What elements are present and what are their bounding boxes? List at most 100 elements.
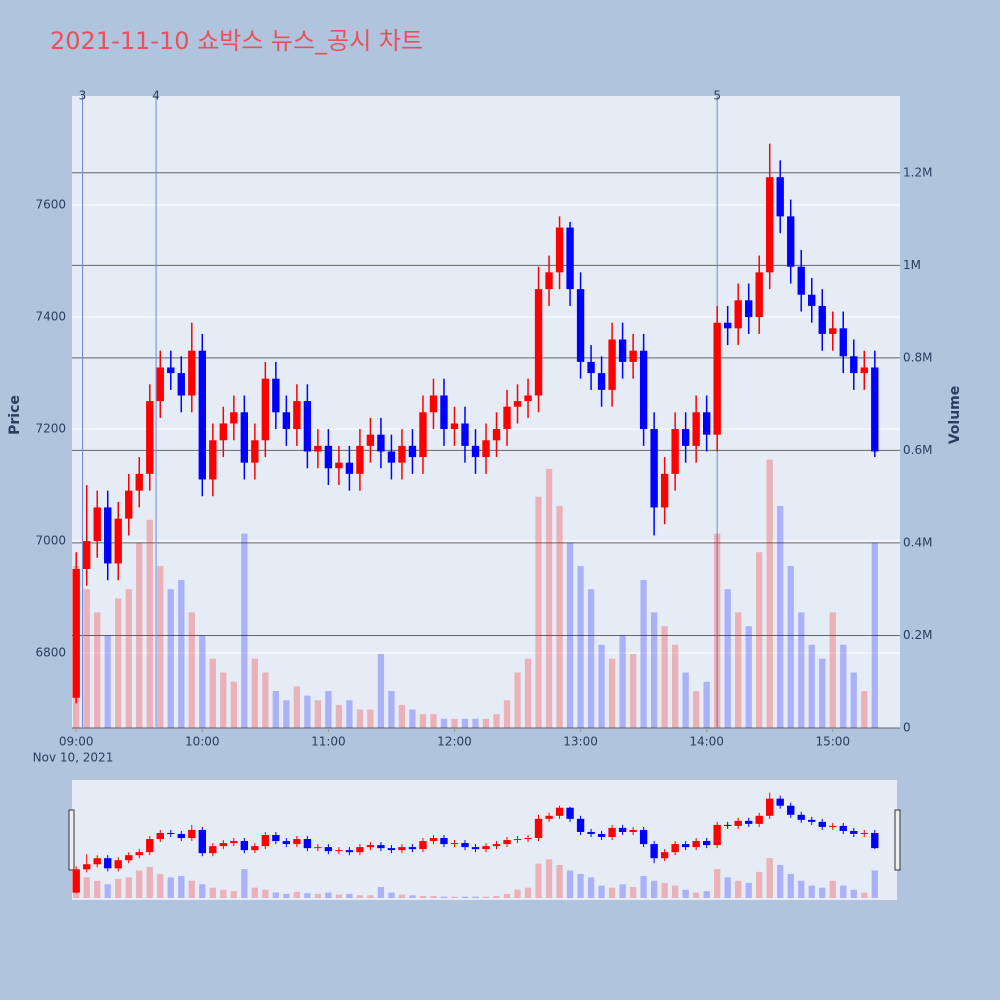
volume-bar bbox=[556, 864, 563, 898]
candle-body bbox=[167, 832, 175, 834]
candle-body bbox=[734, 820, 742, 826]
volume-bar bbox=[188, 612, 195, 728]
y2-tick-label: 0.2M bbox=[903, 628, 932, 642]
candle-body bbox=[440, 395, 448, 430]
volume-bar bbox=[545, 859, 553, 898]
candle-body bbox=[261, 378, 270, 441]
volume-bar bbox=[524, 887, 532, 898]
slider-handle[interactable] bbox=[894, 809, 901, 871]
volume-bar bbox=[325, 690, 332, 728]
candle-body bbox=[450, 423, 459, 430]
volume-bar bbox=[314, 893, 322, 898]
candle-body bbox=[377, 845, 385, 849]
candle-body bbox=[272, 834, 280, 842]
candle-body bbox=[692, 412, 700, 446]
volume-bar bbox=[724, 877, 731, 898]
candle-body bbox=[534, 289, 543, 396]
plot-area bbox=[72, 96, 900, 728]
volume-bar bbox=[167, 589, 174, 728]
candle-body bbox=[702, 841, 711, 846]
volume-bar bbox=[461, 718, 469, 728]
volume-bar bbox=[693, 690, 700, 728]
event-label: 5 bbox=[713, 89, 721, 103]
candle-body bbox=[818, 821, 826, 827]
volume-bar bbox=[419, 895, 427, 898]
candle-body bbox=[587, 361, 595, 374]
x-tick-label: 10:00 bbox=[185, 735, 220, 749]
volume-bar bbox=[766, 459, 773, 728]
candle-body bbox=[335, 462, 343, 469]
candle-body bbox=[188, 829, 196, 839]
volume-bar bbox=[587, 589, 595, 728]
volume-bar bbox=[283, 700, 290, 728]
volume-bar bbox=[346, 893, 353, 898]
volume-bar bbox=[829, 612, 836, 728]
range-slider[interactable] bbox=[72, 780, 897, 900]
volume-bar bbox=[535, 863, 542, 898]
candle-body bbox=[461, 843, 469, 848]
volume-bar bbox=[136, 870, 143, 898]
volume-bar bbox=[693, 892, 700, 898]
volume-bar bbox=[94, 880, 101, 898]
volume-bar bbox=[724, 589, 731, 728]
volume-bar bbox=[577, 566, 584, 728]
candle-body bbox=[745, 300, 753, 318]
volume-bar bbox=[671, 885, 679, 898]
candle-body bbox=[429, 838, 438, 842]
volume-bar bbox=[388, 892, 395, 898]
candle-body bbox=[461, 423, 469, 446]
volume-bar bbox=[514, 672, 521, 728]
volume-bar bbox=[798, 612, 805, 728]
candle-body bbox=[618, 339, 627, 362]
slider-handle[interactable] bbox=[68, 809, 75, 871]
volume-bar bbox=[241, 869, 248, 898]
x-tick-label: 14:00 bbox=[689, 735, 724, 749]
candle-body bbox=[513, 839, 522, 841]
volume-bar bbox=[293, 686, 301, 728]
volume-bar bbox=[157, 566, 164, 728]
volume-bar bbox=[566, 870, 574, 898]
volume-bar bbox=[514, 889, 521, 898]
volume-bar bbox=[735, 880, 742, 898]
volume-bar bbox=[472, 896, 479, 898]
y2-tick-label: 1M bbox=[903, 258, 921, 272]
volume-bar bbox=[409, 895, 416, 898]
volume-bar bbox=[304, 695, 311, 728]
candle-body bbox=[104, 858, 112, 869]
volume-bar bbox=[535, 496, 542, 728]
candle-body bbox=[272, 378, 280, 413]
volume-bar bbox=[777, 864, 784, 898]
candle-body bbox=[450, 843, 459, 845]
y2-tick-label: 1.2M bbox=[903, 165, 932, 179]
candle-body bbox=[146, 401, 154, 474]
volume-bar bbox=[220, 672, 227, 728]
volume-bar bbox=[167, 877, 174, 898]
candle-body bbox=[83, 864, 91, 870]
y-tick-label: 7600 bbox=[35, 198, 66, 212]
candle-body bbox=[282, 841, 291, 845]
candle-body bbox=[660, 473, 669, 508]
candle-body bbox=[72, 569, 80, 698]
candle-body bbox=[209, 846, 217, 854]
volume-bar bbox=[83, 877, 90, 898]
candle-body bbox=[135, 473, 143, 491]
candle-body bbox=[576, 289, 585, 362]
volume-bar bbox=[850, 889, 857, 898]
volume-bar bbox=[440, 718, 448, 728]
candle-body bbox=[850, 830, 858, 834]
volume-bar bbox=[293, 891, 301, 898]
candle-body bbox=[408, 445, 417, 458]
candle-body bbox=[114, 860, 122, 869]
y2-axis-title: Volume bbox=[947, 386, 963, 445]
candle-body bbox=[629, 350, 637, 362]
candle-body bbox=[125, 490, 133, 519]
candle-body bbox=[471, 847, 480, 850]
candle-body bbox=[314, 847, 322, 849]
volume-bar bbox=[619, 884, 626, 898]
chart-title: 2021-11-10 쇼박스 뉴스_공시 차트 bbox=[50, 27, 423, 55]
event-label: 3 bbox=[79, 89, 87, 103]
candle-body bbox=[650, 844, 658, 859]
candle-body bbox=[681, 429, 690, 446]
volume-bar bbox=[440, 896, 448, 898]
volume-bar bbox=[367, 709, 374, 728]
